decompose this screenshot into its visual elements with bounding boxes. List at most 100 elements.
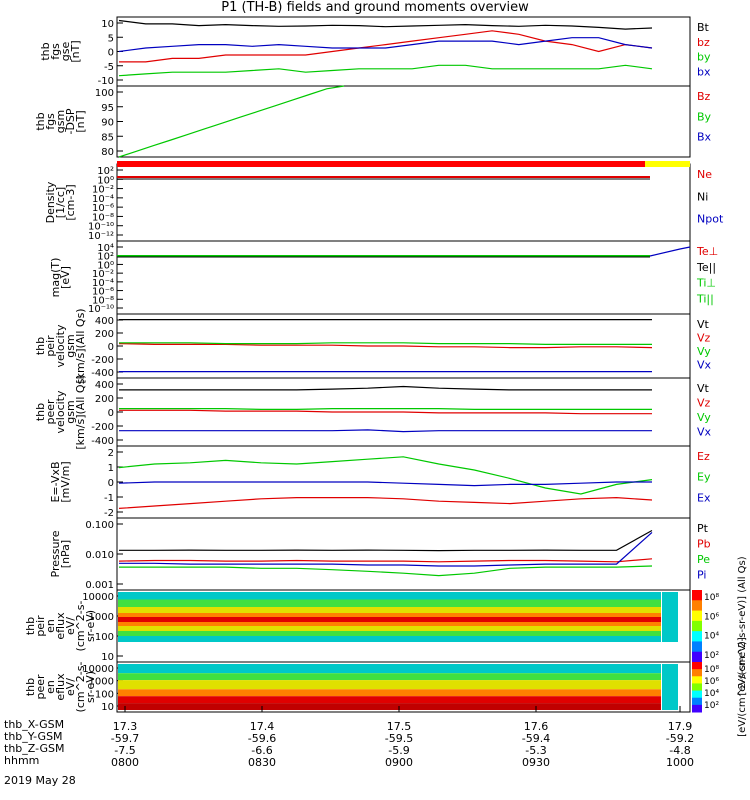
x-tick-label-thb_X-GSM: 17.3	[113, 720, 138, 733]
legend-Ni: Ni	[697, 190, 708, 203]
colorbar-tick: 10⁶	[704, 677, 719, 687]
legend-Ez: Ez	[697, 450, 710, 463]
x-tick-label-thb_Z-GSM: -4.8	[669, 744, 690, 757]
panel-efield: E=-VxB[mV/m] 2 1 0 -1 -2 Ez Ey Ex	[49, 445, 711, 519]
y-axis-label: Pressure[nPa]	[49, 530, 72, 577]
legend-Pb: Pb	[697, 538, 711, 551]
colorbar-segment	[692, 641, 702, 653]
colorbar-tick: 10²	[704, 651, 719, 661]
y-tick-label: 10⁰	[97, 175, 114, 186]
y-tick-label: 10⁻⁶	[92, 203, 114, 214]
legend-Pe: Pe	[697, 553, 710, 566]
series-bz	[119, 30, 653, 63]
y-tick-label: -2	[104, 508, 114, 519]
y-tick-label: 10000	[82, 592, 114, 603]
spectrogram-band	[118, 599, 661, 607]
y-tick-label: 0.100	[85, 520, 114, 531]
y-tick-label: 10⁻⁶	[92, 287, 114, 298]
y-tick-label: 10⁻²	[92, 269, 114, 280]
spectrogram-band	[118, 703, 661, 710]
y-tick-label: 90	[101, 118, 114, 129]
x-tick-label-thb_Y-GSM: -59.2	[666, 732, 694, 745]
hhmm-label: hhmm	[4, 754, 40, 767]
colorbar-tick: 10⁸	[704, 593, 719, 603]
y-tick-label: 400	[95, 316, 114, 327]
y-tick-label: 80	[101, 147, 114, 158]
x-tick-label-thb_X-GSM: 17.9	[668, 720, 693, 733]
x-tick-label-thb_X-GSM: 17.6	[524, 720, 549, 733]
y-tick-label: 10⁻²	[92, 185, 114, 196]
x-tick-label-hhmm: 0900	[385, 756, 413, 769]
y-axis-label: thbfgsgsm-DSP[nT]	[34, 108, 87, 134]
legend-Npot: Npot	[697, 213, 724, 226]
panel-frame	[116, 661, 691, 713]
colorbar-segment	[692, 590, 702, 601]
series-Vz	[118, 343, 653, 349]
y-tick-label: -10	[98, 76, 114, 87]
series-Vx	[119, 429, 652, 433]
legend-Vz: Vz	[697, 397, 711, 410]
y-tick-label: -400	[91, 436, 114, 447]
legend-Vt: Vt	[697, 382, 710, 395]
colorbar-segment	[692, 683, 702, 692]
series-Pe	[119, 565, 653, 577]
x-tick-label-thb_Y-GSM: -59.7	[111, 732, 139, 745]
y-axis-label: thbpeirenefluxeV/(cm^2-s-sr-eV)	[24, 601, 97, 652]
legend-Ti⊥: Ti⊥	[696, 277, 716, 290]
y-tick-label: -400	[91, 368, 114, 379]
y-tick-label: 10⁻¹⁰	[88, 222, 114, 233]
spectrogram-band	[118, 664, 661, 674]
legend-Vy: Vy	[697, 411, 711, 424]
spectrogram-band	[118, 696, 661, 704]
y-tick-label: 100	[95, 632, 114, 643]
panel-frame	[116, 85, 691, 158]
y-axis-label: E=-VxB[mV/m]	[49, 461, 72, 502]
legend-by: by	[697, 51, 711, 64]
y-tick-label: 0	[108, 48, 114, 59]
y-tick-label: 10⁻⁸	[92, 212, 114, 223]
plot-title: P1 (TH-B) fields and ground moments over…	[221, 0, 529, 15]
series-Vy	[119, 408, 652, 410]
y-tick-label: 1000	[89, 612, 114, 623]
series-by	[118, 64, 653, 77]
y-tick-label: -200	[91, 355, 114, 366]
colorbar-segment	[692, 631, 702, 642]
y-tick-label: -5	[104, 62, 114, 73]
y-tick-label: 0	[108, 408, 114, 419]
y-tick-label: 95	[101, 103, 114, 114]
y-tick-label: 200	[95, 329, 114, 340]
x-tick-label-thb_X-GSM: 17.5	[387, 720, 412, 733]
series-Ey	[118, 456, 653, 495]
y-gsm-label: thb_Y-GSM	[4, 730, 63, 743]
panel-pressure: Pressure[nPa] 0.100 0.010 0.001 Pt Pb Pe Pi	[49, 517, 711, 591]
colorbar-label: [eV/(cm^2-s-sr-eV)]	[737, 637, 748, 737]
panel-density: Density[1/cc][cm-3]10²10⁰10⁻²10⁻⁴10⁻⁶10⁻…	[44, 163, 724, 242]
legend-Bt: Bt	[697, 21, 710, 34]
series-By	[118, 85, 345, 158]
spectrogram-edge	[662, 664, 678, 710]
y-tick-label: 400	[95, 380, 114, 391]
y-tick-label: 10⁻¹⁰	[88, 304, 114, 315]
colorbar-segment	[692, 669, 702, 677]
y-tick-label: 10000	[82, 664, 114, 675]
series-Pb	[118, 558, 653, 563]
y-tick-label: 10⁻⁴	[92, 194, 114, 205]
spectrogram-band	[118, 680, 661, 690]
y-tick-label: 85	[101, 132, 114, 143]
colorbar-label: [eV/(cm^2-s-sr-eV)] (All Qs)	[737, 556, 748, 695]
x-tick-label-hhmm: 1000	[666, 756, 694, 769]
spectrogram-band	[118, 613, 661, 617]
legend-Vx: Vx	[697, 359, 712, 372]
y-tick-label: 10²	[97, 252, 114, 263]
status-bar-red	[117, 161, 645, 167]
series-Pi	[119, 531, 653, 567]
y-tick-label: 1	[108, 463, 114, 474]
spectrogram-band	[118, 622, 661, 626]
panel-peer_spec: thbpeerenefluxeV/(cm^2-s-sr-eV)10000 1000…	[24, 637, 748, 737]
y-axis-label: mag(T)[eV]	[49, 258, 72, 298]
series-Vt	[119, 385, 652, 391]
colorbar-tick: 10⁸	[704, 665, 719, 675]
legend-Vz: Vz	[697, 332, 711, 345]
y-axis-label: thbpeerenefluxeV/(cm^2-s-sr-eV)	[24, 662, 97, 713]
x-tick-label-hhmm: 0930	[522, 756, 550, 769]
